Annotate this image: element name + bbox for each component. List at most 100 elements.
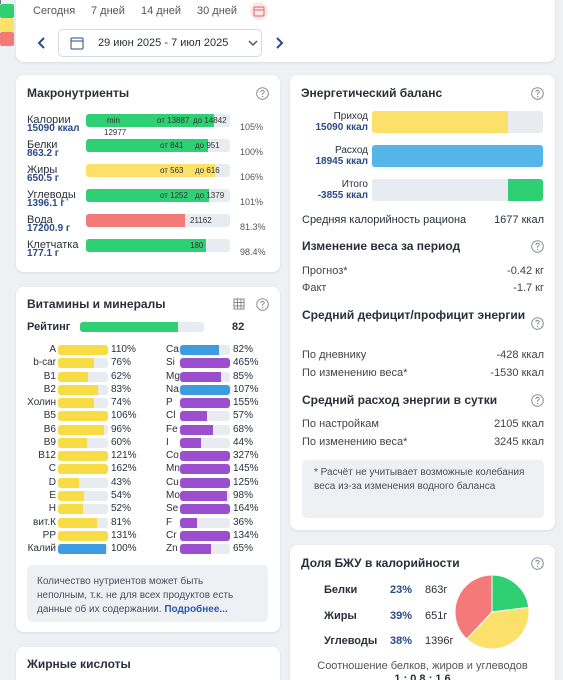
calendar-button[interactable] bbox=[250, 2, 268, 20]
period-tab[interactable]: Сегодня bbox=[33, 5, 76, 17]
mineral-name: Si bbox=[166, 357, 175, 369]
nutrient-amount: 15090 ккал bbox=[27, 123, 80, 134]
vitamin-pct: 36% bbox=[233, 516, 254, 528]
nutrient-amount: 650.5 г bbox=[27, 173, 59, 184]
vitamin-name: B9 bbox=[43, 436, 56, 448]
macro-bar-track: 180 bbox=[86, 239, 230, 252]
bar-below: 12977 bbox=[104, 128, 127, 137]
vitamin-bar-track bbox=[180, 490, 230, 501]
avg-label: Средняя калорийность рациона bbox=[302, 214, 467, 226]
legend-grams: 863г bbox=[425, 584, 448, 596]
vitamin-bar-track bbox=[58, 358, 108, 369]
bar-mark: от 841 bbox=[160, 141, 184, 150]
legend-grams: 1396г bbox=[425, 635, 454, 647]
mineral-name: Co bbox=[166, 450, 179, 462]
bar-mark: от 563 bbox=[160, 166, 184, 175]
vitamin-pct: 162% bbox=[111, 463, 137, 475]
note-text: Количество нутриентов может быть неполны… bbox=[37, 576, 234, 615]
metric-label: По дневнику bbox=[302, 349, 367, 361]
vitamin-name: B2 bbox=[43, 383, 56, 395]
dropdown-chevron[interactable] bbox=[247, 38, 259, 48]
balance-value: 15090 ккал bbox=[315, 122, 368, 133]
calendar-icon bbox=[70, 37, 84, 50]
mineral-name: Cr bbox=[166, 529, 177, 541]
balance-bar bbox=[508, 179, 543, 201]
section-title: Средний расход энергии в сутки bbox=[302, 393, 498, 407]
vitamin-pct: 74% bbox=[111, 397, 132, 409]
avg-value: 1677 ккал bbox=[494, 214, 544, 226]
help-icon[interactable] bbox=[256, 87, 269, 100]
vitamin-bar bbox=[58, 371, 88, 382]
vitamin-bar bbox=[58, 544, 106, 555]
mineral-name: Zn bbox=[166, 543, 178, 555]
vitamin-bar bbox=[58, 464, 108, 475]
help-icon[interactable] bbox=[531, 87, 544, 100]
vitamin-name: B12 bbox=[38, 450, 56, 462]
help-icon[interactable] bbox=[531, 240, 544, 253]
vitamin-bar bbox=[58, 451, 108, 462]
table-icon[interactable] bbox=[233, 298, 245, 310]
legend-name: Жиры bbox=[324, 609, 357, 622]
balance-bar-track bbox=[372, 111, 543, 133]
nutrient-amount: 177.1 г bbox=[27, 248, 59, 259]
note-link[interactable]: Подробнее... bbox=[164, 604, 228, 615]
vitamin-name: вит.К bbox=[33, 516, 56, 528]
vitamin-bar-track bbox=[58, 345, 108, 355]
nutrient-amount: 17200.9 г bbox=[27, 223, 71, 234]
vitamin-pct: 100% bbox=[111, 543, 137, 555]
bar-mark: 180 bbox=[190, 241, 204, 250]
vitamin-bar-track bbox=[58, 424, 108, 435]
card-title: Доля БЖУ в калорийности bbox=[301, 556, 460, 570]
vitamin-bar bbox=[58, 504, 83, 515]
period-tab[interactable]: 14 дней bbox=[141, 5, 182, 17]
legend-name: Белки bbox=[324, 584, 358, 596]
nutrient-pct: 101% bbox=[240, 197, 264, 207]
prev-arrow[interactable] bbox=[36, 36, 48, 50]
vitamin-bar bbox=[180, 358, 230, 369]
vitamin-pct: 85% bbox=[233, 370, 254, 382]
vitamin-bar-track bbox=[58, 504, 108, 515]
vitamin-bar bbox=[180, 504, 230, 515]
vitamin-pct: 110% bbox=[111, 344, 136, 355]
vitamin-bar-track bbox=[180, 477, 230, 488]
vitamin-bar-track bbox=[180, 411, 230, 422]
mineral-name: Mo bbox=[166, 489, 180, 501]
mineral-name: Fe bbox=[166, 423, 178, 435]
balance-value: -3855 ккал bbox=[317, 190, 368, 201]
vitamin-bar bbox=[180, 437, 202, 448]
vitamin-pct: 327% bbox=[233, 450, 259, 462]
legend-swatch bbox=[0, 32, 14, 46]
vitamin-bar-track bbox=[180, 345, 230, 355]
bar-tick bbox=[0, 0, 1, 4]
nutrient-name: Белки bbox=[27, 139, 58, 151]
nutrient-pct: 105% bbox=[240, 122, 264, 132]
vitamin-pct: 145% bbox=[233, 463, 259, 475]
vitamin-bar bbox=[180, 384, 230, 395]
vitamin-bar-track bbox=[180, 358, 230, 369]
vitamin-bar bbox=[58, 490, 84, 501]
macro-bar-track: от 1252 до 1379 bbox=[86, 189, 230, 202]
vitamin-bar bbox=[180, 490, 228, 501]
vitamin-name: H bbox=[48, 503, 56, 515]
period-tab[interactable]: 30 дней bbox=[197, 5, 238, 17]
next-arrow[interactable] bbox=[273, 36, 285, 50]
rating-bar bbox=[80, 322, 179, 332]
help-icon[interactable] bbox=[531, 317, 544, 330]
vitamin-bar-track bbox=[180, 371, 230, 382]
nutrient-name: Калории bbox=[27, 114, 71, 126]
vitamin-pct: 125% bbox=[233, 476, 259, 488]
period-card bbox=[16, 0, 555, 62]
vitamin-bar bbox=[58, 424, 105, 435]
date-selector[interactable] bbox=[58, 29, 262, 57]
bar-mark: до 616 bbox=[195, 166, 220, 175]
nutrient-name: Клетчатка bbox=[27, 239, 79, 251]
help-icon[interactable] bbox=[256, 298, 269, 311]
help-icon[interactable] bbox=[531, 557, 544, 570]
bar-mark: до 14842 bbox=[193, 116, 227, 125]
vitamin-bar bbox=[58, 517, 97, 528]
vitamin-bar-track bbox=[58, 371, 108, 382]
vitamin-bar-track bbox=[180, 530, 230, 541]
help-icon[interactable] bbox=[531, 394, 544, 407]
period-tab[interactable]: 7 дней bbox=[91, 5, 125, 17]
